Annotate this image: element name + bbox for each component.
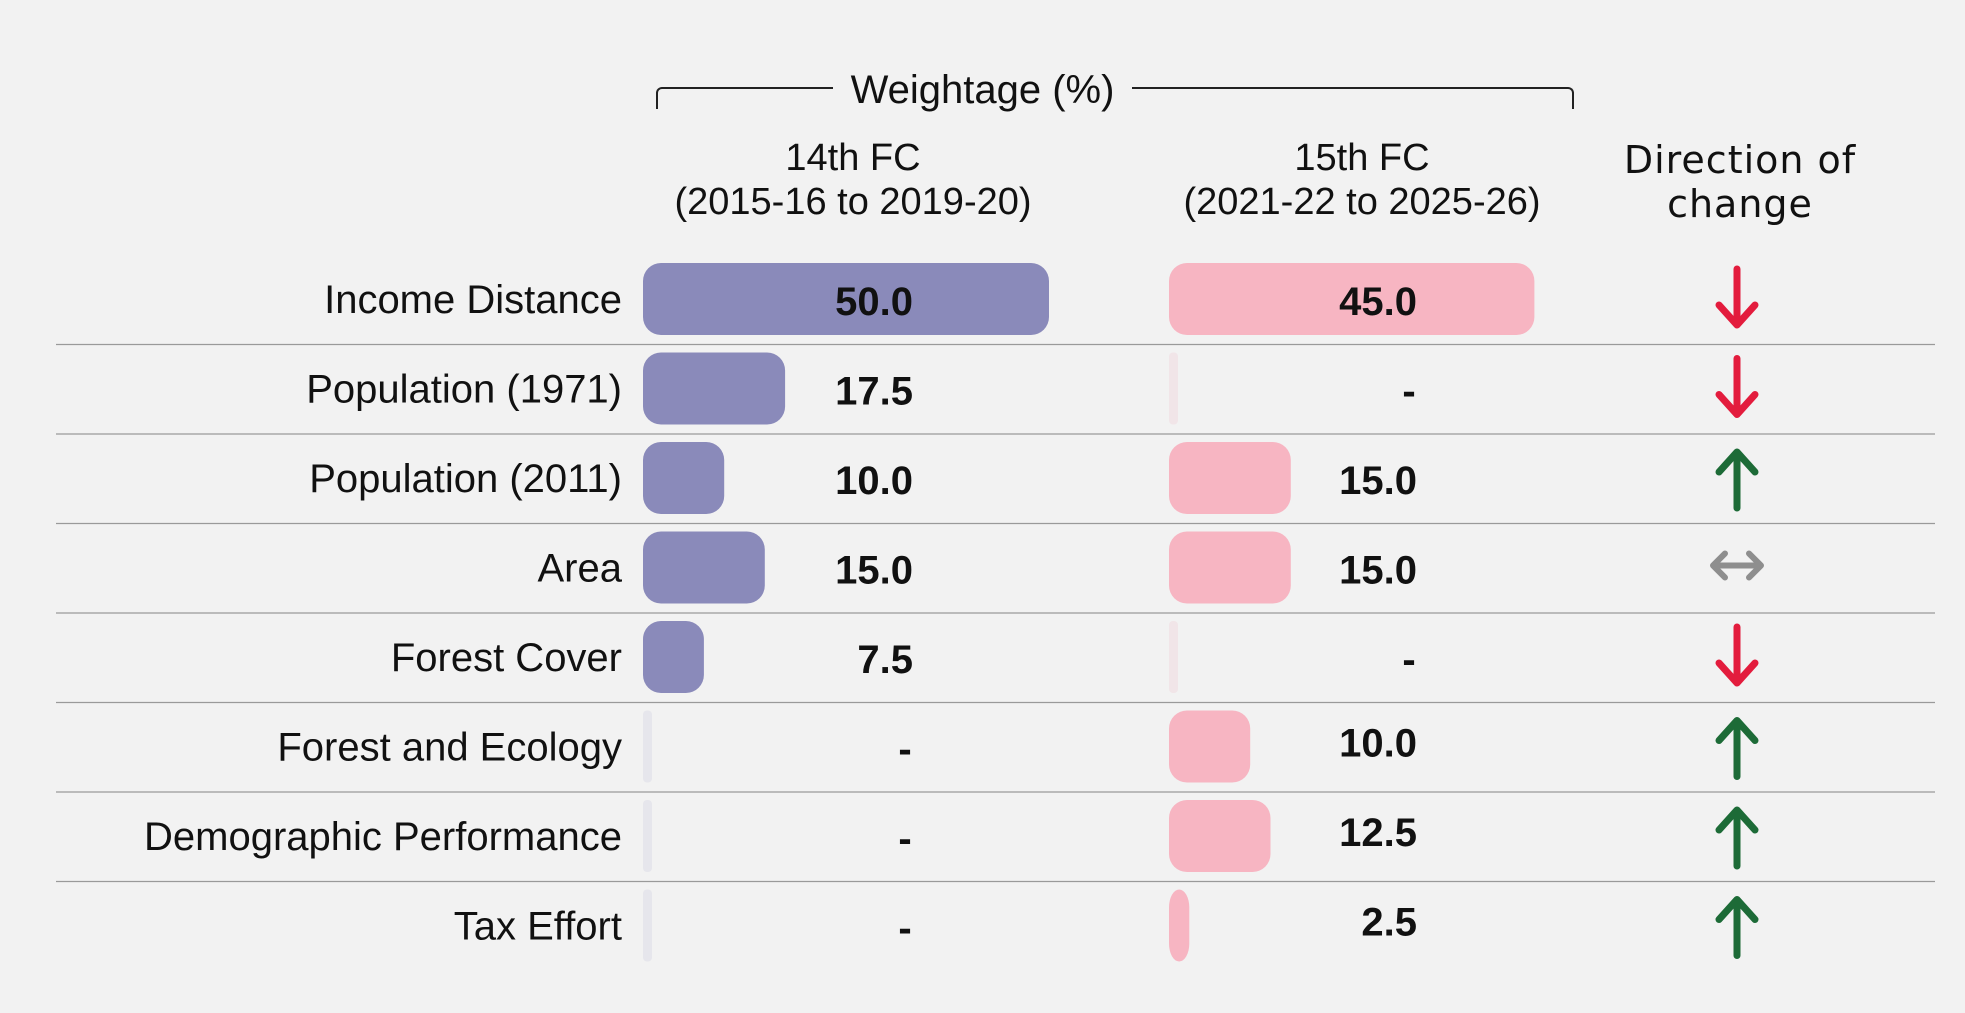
bar-15th-fc-tax-effort bbox=[1169, 889, 1190, 962]
bar-14th-fc-demographic-performance bbox=[643, 800, 652, 872]
col-header-15th-fc: 15th FC (2021-22 to 2025-26) bbox=[1102, 136, 1622, 224]
bar-14th-fc-forest-and-ecology bbox=[643, 710, 652, 783]
bar-14th-fc-tax-effort bbox=[643, 889, 652, 962]
up-arrow-icon bbox=[1715, 448, 1759, 512]
value-14th-fc-area: 15.0 bbox=[835, 549, 913, 593]
bar-15th-fc-population-2011 bbox=[1169, 442, 1291, 514]
row-label-forest-cover: Forest Cover bbox=[391, 636, 622, 680]
double-arrow-icon bbox=[1710, 550, 1764, 581]
row-label-tax-effort: Tax Effort bbox=[454, 905, 622, 949]
value-15th-fc-area: 15.0 bbox=[1339, 549, 1417, 593]
value-15th-fc-population-1971: - bbox=[1402, 370, 1415, 414]
up-arrow-icon bbox=[1715, 717, 1759, 780]
up-arrow-icon bbox=[1715, 806, 1759, 870]
value-15th-fc-forest-and-ecology: 10.0 bbox=[1339, 722, 1417, 766]
bar-15th-fc-forest-cover bbox=[1169, 621, 1178, 693]
row-label-demographic-performance: Demographic Performance bbox=[144, 815, 622, 859]
row-label-area: Area bbox=[538, 547, 623, 591]
value-14th-fc-demographic-performance: - bbox=[898, 817, 911, 861]
col-header-14th-fc-name: 14th FC bbox=[785, 137, 921, 179]
value-15th-fc-demographic-performance: 12.5 bbox=[1339, 811, 1417, 855]
row-label-population-2011: Population (2011) bbox=[309, 457, 622, 501]
bar-15th-fc-income-distance bbox=[1169, 263, 1535, 335]
value-15th-fc-forest-cover: - bbox=[1402, 638, 1415, 682]
bar-14th-fc-population-2011 bbox=[643, 442, 725, 514]
col-header-15th-fc-name: 15th FC bbox=[1294, 137, 1430, 179]
col-header-direction-line2: change bbox=[1667, 182, 1813, 226]
value-14th-fc-tax-effort: - bbox=[898, 907, 911, 951]
col-header-14th-fc: 14th FC (2015-16 to 2019-20) bbox=[593, 136, 1113, 224]
weightage-group-title: Weightage (%) bbox=[0, 66, 1965, 114]
bar-15th-fc-forest-and-ecology bbox=[1169, 710, 1251, 783]
bar-15th-fc-area bbox=[1169, 531, 1291, 604]
value-14th-fc-population-1971: 17.5 bbox=[835, 370, 913, 414]
up-arrow-icon bbox=[1715, 896, 1759, 959]
value-14th-fc-forest-and-ecology: - bbox=[898, 728, 911, 772]
col-header-15th-fc-period: (2021-22 to 2025-26) bbox=[1183, 181, 1541, 223]
value-15th-fc-income-distance: 45.0 bbox=[1339, 280, 1417, 324]
bar-15th-fc-demographic-performance bbox=[1169, 800, 1271, 872]
col-header-direction-line1: Direction of bbox=[1623, 138, 1857, 182]
value-14th-fc-forest-cover: 7.5 bbox=[857, 638, 913, 682]
bar-14th-fc-income-distance bbox=[643, 263, 1049, 335]
bar-14th-fc-forest-cover bbox=[643, 621, 704, 693]
value-14th-fc-income-distance: 50.0 bbox=[835, 280, 913, 324]
value-15th-fc-population-2011: 15.0 bbox=[1339, 459, 1417, 503]
value-14th-fc-population-2011: 10.0 bbox=[835, 459, 913, 503]
row-label-forest-and-ecology: Forest and Ecology bbox=[277, 726, 622, 770]
bar-14th-fc-population-1971 bbox=[643, 352, 786, 425]
row-label-income-distance: Income Distance bbox=[324, 278, 622, 322]
col-header-14th-fc-period: (2015-16 to 2019-20) bbox=[674, 181, 1032, 223]
down-arrow-icon bbox=[1715, 623, 1759, 687]
col-header-direction: Direction of change bbox=[1600, 138, 1880, 226]
bar-14th-fc-area bbox=[643, 531, 765, 604]
down-arrow-icon bbox=[1715, 265, 1759, 329]
value-15th-fc-tax-effort: 2.5 bbox=[1361, 901, 1417, 945]
row-label-population-1971: Population (1971) bbox=[306, 368, 622, 412]
down-arrow-icon bbox=[1715, 355, 1759, 418]
bar-15th-fc-population-1971 bbox=[1169, 352, 1178, 425]
